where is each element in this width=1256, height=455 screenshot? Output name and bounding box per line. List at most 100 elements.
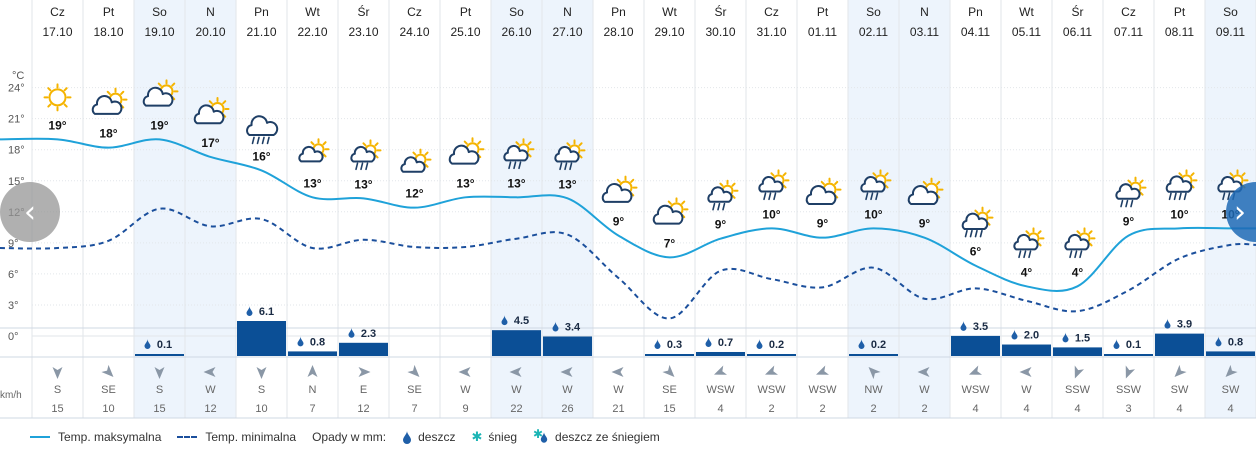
rain-drop-icon: [1215, 336, 1222, 347]
rain-streak: [768, 192, 772, 201]
sun-cloud-rain-icon: [1115, 176, 1147, 208]
wind-arrow-shape: [358, 367, 371, 377]
sun-ray: [1241, 172, 1246, 177]
precip-label: 2.0: [1024, 330, 1039, 342]
wind-direction: E: [360, 384, 367, 396]
day-name: Śr: [1072, 4, 1084, 19]
day-date: 01.11: [808, 25, 837, 39]
sun-ray: [578, 154, 583, 159]
wind-arrow-shape: [1174, 364, 1187, 377]
wind-arrow-shape: [509, 367, 522, 377]
sun-ray: [974, 209, 979, 214]
y-tick-label: 24°: [8, 83, 25, 95]
precip-bar: [339, 342, 388, 356]
wind-arrow-icon: [458, 367, 471, 377]
day-date: 29.10: [654, 25, 684, 39]
rain-drop-icon: [1011, 329, 1018, 340]
rain-drop-icon: [246, 306, 253, 316]
day-date: 21.10: [246, 25, 276, 39]
rain-drop-icon: [1113, 339, 1120, 349]
sun-ray: [578, 142, 583, 147]
partly-cloudy-icon: [448, 137, 485, 165]
temp-label: 16°: [252, 149, 270, 163]
rain-streak: [717, 202, 721, 211]
weekend-column-bg: [848, 0, 899, 418]
wind-arrow-icon: [1019, 367, 1032, 377]
day-name: Cz: [764, 5, 779, 19]
wind-arrow-icon: [203, 367, 216, 377]
sun-ray: [820, 180, 825, 186]
precip-bar: [645, 354, 694, 356]
sun-ray: [412, 151, 417, 156]
rain-streak: [355, 162, 359, 171]
sun-ray: [527, 153, 532, 158]
temp-label: 12°: [405, 187, 423, 201]
wind-arrow-icon: [714, 365, 728, 375]
cloud-shape: [1013, 233, 1039, 251]
day-date: 06.11: [1063, 25, 1092, 39]
partly-cloudy-icon: [601, 175, 638, 203]
y-tick-label: 6°: [8, 269, 19, 281]
cloud-shape: [758, 176, 784, 193]
day-date: 09.11: [1216, 25, 1245, 39]
sun-ray: [1076, 230, 1081, 235]
wind-arrow-icon: [1074, 365, 1085, 379]
partly-cloudy-icon: [652, 197, 689, 225]
sun-ray: [477, 140, 482, 145]
wind-arrow-icon: [101, 364, 114, 377]
tmin-series-line: [0, 207, 1256, 320]
cloud-shape: [961, 212, 989, 231]
weekend-column-bg: [134, 0, 185, 418]
sun-ray: [424, 151, 429, 156]
wind-arrow-shape: [816, 365, 830, 375]
precip-drop-icon: [348, 327, 355, 338]
rain-drop-icon: [705, 336, 712, 347]
cloud-shape: [1064, 233, 1090, 251]
wind-direction: WSW: [706, 384, 735, 396]
prev-arrow-button[interactable]: ‹: [0, 182, 60, 242]
sun-ray: [106, 90, 111, 95]
wind-speed: 7: [309, 403, 315, 415]
legend-snow: ✱ śnieg: [471, 430, 517, 445]
rain-drop-icon: [960, 320, 967, 331]
partly-cloudy-icon: [907, 177, 944, 205]
precip-label: 2.3: [361, 328, 376, 340]
wind-direction: S: [54, 384, 61, 396]
rain-drop-icon: [654, 339, 661, 349]
day-name: Pt: [103, 5, 115, 19]
sun-ray: [374, 154, 379, 159]
precip-drop-icon: [960, 320, 967, 331]
wind-speed: 4: [717, 403, 723, 415]
day-date: 25.10: [450, 25, 480, 39]
rain-streak: [261, 136, 265, 145]
precip-drop-icon: [144, 339, 151, 349]
sun-ray: [171, 82, 176, 87]
day-name: So: [866, 5, 881, 19]
rain-streak: [1173, 192, 1177, 201]
precip-label: 0.1: [157, 339, 172, 351]
wind-speed: 12: [204, 403, 216, 415]
rain-streak: [979, 229, 983, 238]
weekend-column-bg: [899, 0, 950, 418]
wind-direction: SE: [101, 384, 116, 396]
cloud-shape: [1165, 175, 1193, 193]
precip-drop-icon: [1215, 336, 1222, 347]
rain-streak: [256, 136, 260, 145]
sun-cloud-icon: [400, 148, 432, 173]
rain-streak: [722, 202, 726, 211]
sun-ray: [157, 82, 162, 87]
legend-tmin-label: Temp. minimalna: [205, 430, 297, 444]
rain-streak: [266, 136, 270, 145]
precip-bar: [951, 335, 1000, 356]
legend-tmin: Temp. minimalna: [177, 430, 296, 444]
cloud-shape: [805, 185, 837, 205]
legend-precip-title: Opady w mm:: [312, 430, 386, 444]
wind-speed: 26: [561, 403, 573, 415]
rain-streak: [251, 136, 255, 145]
wind-direction: W: [511, 384, 522, 396]
wind-arrow-icon: [307, 365, 318, 377]
sun-ray: [527, 141, 532, 146]
sun-cloud-rain-icon: [1013, 227, 1045, 259]
sun-ray: [630, 178, 635, 183]
precip-bar: [543, 336, 592, 356]
